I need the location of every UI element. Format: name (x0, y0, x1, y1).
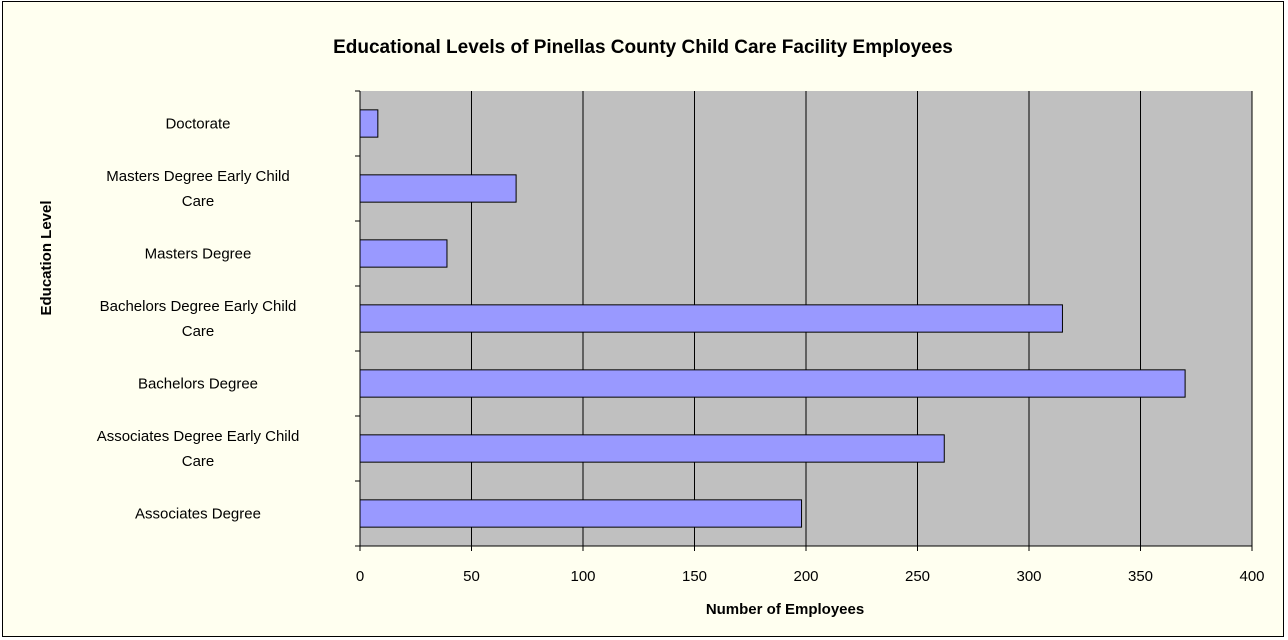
x-tick-label: 250 (905, 568, 930, 585)
x-axis-title: Number of Employees (706, 601, 864, 618)
y-tick-label: Associates Degree (135, 506, 261, 523)
x-tick-label: 150 (682, 568, 707, 585)
y-tick-labels: Associates Degree Associates Degree Early… (97, 116, 300, 523)
x-tick-labels: 0 50 100 150 200 250 300 350 400 (356, 568, 1265, 585)
bar (359, 499, 803, 528)
x-tick-label: 400 (1239, 568, 1264, 585)
x-tick-label: 50 (463, 568, 480, 585)
bar (359, 304, 1063, 333)
chart-title: Educational Levels of Pinellas County Ch… (333, 37, 953, 58)
bar (359, 434, 945, 463)
y-tick-label: Associates Degree Early Child Care (97, 428, 300, 470)
axes (355, 90, 1253, 551)
x-tick-label: 100 (570, 568, 595, 585)
y-tick-label: Bachelors Degree (138, 376, 258, 393)
bar (359, 239, 448, 268)
bar (359, 369, 1186, 398)
y-axis-title: Education Level (38, 200, 55, 315)
x-tick-label: 200 (793, 568, 818, 585)
bar (359, 109, 379, 138)
y-tick-label: Masters Degree (145, 246, 252, 263)
x-tick-label: 0 (356, 568, 364, 585)
y-tick-label: Masters Degree Early Child Care (106, 168, 289, 210)
y-tick-label: Doctorate (165, 116, 230, 133)
x-tick-label: 350 (1128, 568, 1153, 585)
y-tick-label: Bachelors Degree Early Child Care (100, 298, 297, 340)
x-tick-label: 300 (1016, 568, 1041, 585)
bar-chart: Educational Levels of Pinellas County Ch… (38, 37, 1265, 618)
bar (359, 174, 517, 203)
